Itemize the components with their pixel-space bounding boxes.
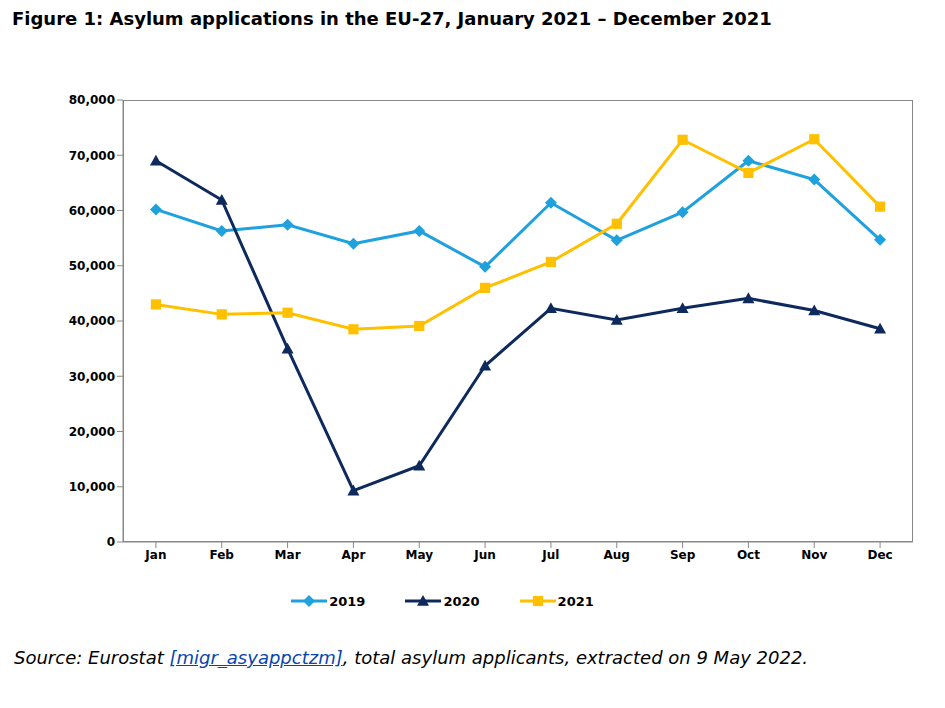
svg-text:Dec: Dec: [867, 548, 892, 562]
svg-text:60,000: 60,000: [69, 204, 115, 218]
svg-text:Jul: Jul: [541, 548, 559, 562]
svg-text:Mar: Mar: [275, 548, 301, 562]
svg-text:Jan: Jan: [144, 548, 166, 562]
svg-text:0: 0: [107, 535, 115, 549]
svg-text:Apr: Apr: [342, 548, 366, 562]
svg-text:80,000: 80,000: [69, 93, 115, 107]
html-text:2019: 2019: [329, 593, 366, 609]
html-text:Figure 1: Asylum applications: Figure 1: Asylum applications in the EU-…: [12, 8, 772, 29]
svg-text:20,000: 20,000: [69, 425, 115, 439]
svg-text:Sep: Sep: [670, 548, 696, 562]
svg-text:Jun: Jun: [473, 548, 496, 562]
svg-text:Nov: Nov: [801, 548, 827, 562]
html-text:2021: 2021: [557, 593, 594, 609]
svg-text:50,000: 50,000: [69, 259, 115, 273]
svg-text:May: May: [406, 548, 434, 562]
svg-text:Aug: Aug: [604, 548, 630, 562]
svg-text:70,000: 70,000: [69, 149, 115, 163]
html-text:2020: 2020: [443, 593, 480, 609]
html-text:Source: Eurostat [migr_asyappc: Source: Eurostat [migr_asyappctzm], tota…: [14, 647, 809, 668]
svg-text:Feb: Feb: [210, 548, 235, 562]
svg-text:30,000: 30,000: [69, 370, 115, 384]
svg-text:10,000: 10,000: [69, 480, 115, 494]
svg-text:40,000: 40,000: [69, 314, 115, 328]
svg-text:Oct: Oct: [737, 548, 760, 562]
